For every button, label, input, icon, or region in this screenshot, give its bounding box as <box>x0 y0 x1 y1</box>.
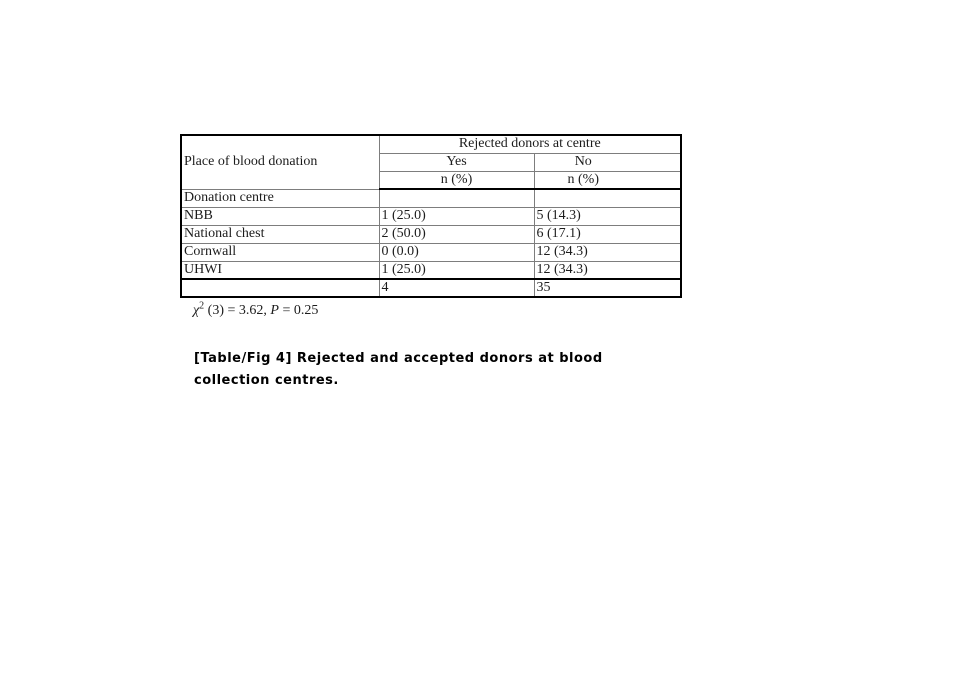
table: Place of blood donation Rejected donors … <box>180 134 683 298</box>
header-row-units: n (%) n (%) <box>181 170 682 190</box>
row-label-cornwall: Cornwall <box>180 242 380 262</box>
chi-square-note: χ2 (3) = 3.62, P = 0.25 <box>193 300 319 319</box>
value-no: 5 (14.3) <box>533 206 682 226</box>
figure-caption: [Table/Fig 4] Rejected and accepted dono… <box>194 348 664 392</box>
column-group-header: Rejected donors at centre <box>378 134 682 154</box>
chi-symbol: χ <box>193 303 200 318</box>
empty-cell <box>533 188 682 208</box>
p-label: P <box>270 303 279 318</box>
table-row: Cornwall 0 (0.0) 12 (34.3) <box>180 242 682 262</box>
p-value: = 0.25 <box>278 303 319 318</box>
section-label-donation-centre: Donation centre <box>180 188 380 208</box>
unit-label-yes: n (%) <box>378 170 535 190</box>
value-no: 12 (34.3) <box>533 260 682 280</box>
total-row: 4 35 <box>180 278 682 298</box>
header-row-group: Place of blood donation Rejected donors … <box>180 134 682 190</box>
row-label-uhwi: UHWI <box>180 260 380 280</box>
row-header-place-of-donation: Place of blood donation <box>180 134 380 190</box>
empty-cell <box>180 278 380 298</box>
row-label-national-chest: National chest <box>180 224 380 244</box>
section-row: Donation centre <box>180 188 682 208</box>
donor-rejection-table: Place of blood donation Rejected donors … <box>180 134 683 298</box>
column-header-no: No <box>533 152 682 172</box>
total-yes: 4 <box>378 278 535 298</box>
column-header-yes: Yes <box>378 152 535 172</box>
row-label-nbb: NBB <box>180 206 380 226</box>
unit-label-no: n (%) <box>533 170 682 190</box>
value-yes: 2 (50.0) <box>378 224 535 244</box>
chi-exponent: 2 <box>199 300 205 312</box>
value-no: 12 (34.3) <box>533 242 682 262</box>
table-row: National chest 2 (50.0) 6 (17.1) <box>180 224 682 244</box>
table-row: NBB 1 (25.0) 5 (14.3) <box>180 206 682 226</box>
chi-square-statistic: (3) = 3.62, <box>204 303 271 318</box>
caption-line-2: collection centres. <box>194 373 339 388</box>
caption-line-1: [Table/Fig 4] Rejected and accepted dono… <box>194 351 603 366</box>
empty-cell <box>378 188 535 208</box>
table-row: UHWI 1 (25.0) 12 (34.3) <box>180 260 682 280</box>
total-no: 35 <box>533 278 682 298</box>
value-yes: 1 (25.0) <box>378 206 535 226</box>
value-yes: 1 (25.0) <box>378 260 535 280</box>
value-yes: 0 (0.0) <box>378 242 535 262</box>
value-no: 6 (17.1) <box>533 224 682 244</box>
